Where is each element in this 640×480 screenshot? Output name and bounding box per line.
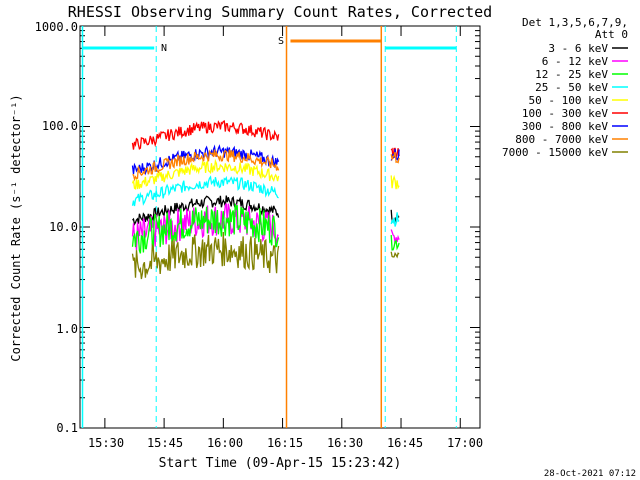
series-line-post <box>390 235 400 251</box>
x-tick-label: 16:30 <box>327 436 363 450</box>
annotation-label: S <box>278 36 284 47</box>
y-tick-label: 1000.0 <box>35 20 78 34</box>
x-tick-label: 15:45 <box>147 436 183 450</box>
chart-marks <box>81 26 457 428</box>
annotation-label: N <box>161 43 167 54</box>
chart-title: RHESSI Observing Summary Count Rates, Co… <box>68 3 492 21</box>
x-tick-label: 17:00 <box>447 436 483 450</box>
y-tick-label: 0.1 <box>56 421 78 435</box>
series-line-post <box>390 147 400 159</box>
y-tick-labels: 0.1 1.0 10.0 100.0 1000.0 <box>35 20 78 435</box>
series-line <box>131 175 279 207</box>
legend-entry: 100 - 300 keV <box>522 107 608 120</box>
legend-entry: 25 - 50 keV <box>535 81 608 94</box>
series-line-post <box>390 174 400 190</box>
y-tick-label: 1.0 <box>56 322 78 336</box>
legend-entry: 7000 - 15000 keV <box>502 146 608 159</box>
series-line <box>131 203 280 254</box>
series-line <box>131 120 280 150</box>
legend-entry: 800 - 7000 keV <box>515 133 608 146</box>
series-line <box>131 231 280 280</box>
x-tick-label: 16:45 <box>387 436 423 450</box>
x-tick-label: 15:30 <box>88 436 124 450</box>
series-line <box>131 158 280 190</box>
series-line-post <box>390 151 400 164</box>
series-line <box>132 149 280 182</box>
x-axis-label: Start Time (09-Apr-15 15:23:42) <box>159 456 402 471</box>
y-tick-label: 100.0 <box>42 119 78 133</box>
legend-entry: 6 - 12 keV <box>542 55 609 68</box>
legend-entry: 12 - 25 keV <box>535 68 608 81</box>
x-tick-label: 16:15 <box>267 436 303 450</box>
legend-entries: 3 - 6 keV 6 - 12 keV 12 - 25 keV 25 - 50… <box>502 42 628 159</box>
y-axis-label: Corrected Count Rate (s⁻¹ detector⁻¹) <box>9 94 23 361</box>
legend-entry: 3 - 6 keV <box>548 42 608 55</box>
x-tick-labels: 15:30 15:45 16:00 16:15 16:30 16:45 17:0… <box>88 436 483 450</box>
legend-entry: 300 - 800 keV <box>522 120 608 133</box>
series-line-post <box>390 212 400 227</box>
plot-timestamp: 28-Oct-2021 07:12 <box>544 469 636 479</box>
x-tick-label: 16:00 <box>207 436 243 450</box>
series-line-post <box>390 251 400 259</box>
legend-entry: 50 - 100 keV <box>529 94 609 107</box>
y-tick-label: 10.0 <box>49 220 78 234</box>
legend-header-line-1: Det 1,3,5,6,7,9, <box>522 16 628 29</box>
legend-header-line-2: Att 0 <box>595 28 628 41</box>
